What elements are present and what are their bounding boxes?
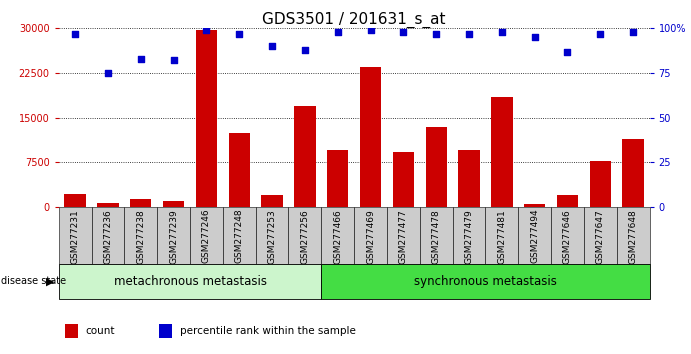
- Text: metachronous metastasis: metachronous metastasis: [113, 275, 267, 288]
- Point: [102, 70, 113, 76]
- Point: [398, 29, 409, 35]
- Title: GDS3501 / 201631_s_at: GDS3501 / 201631_s_at: [263, 12, 446, 28]
- FancyBboxPatch shape: [256, 207, 289, 264]
- Bar: [589, 161, 611, 207]
- Bar: [524, 204, 545, 207]
- Text: GSM277239: GSM277239: [169, 209, 178, 263]
- Bar: [392, 152, 414, 207]
- Point: [70, 31, 81, 36]
- FancyBboxPatch shape: [124, 207, 157, 264]
- FancyBboxPatch shape: [616, 207, 650, 264]
- Point: [332, 29, 343, 35]
- FancyBboxPatch shape: [584, 207, 616, 264]
- Text: GSM277236: GSM277236: [104, 209, 113, 263]
- Bar: [130, 199, 151, 207]
- Text: synchronous metastasis: synchronous metastasis: [414, 275, 557, 288]
- Text: GSM277477: GSM277477: [399, 209, 408, 263]
- Bar: [64, 194, 86, 207]
- Point: [627, 29, 638, 35]
- Point: [595, 31, 606, 36]
- Point: [201, 27, 212, 33]
- Bar: [557, 195, 578, 207]
- FancyBboxPatch shape: [59, 264, 321, 299]
- Bar: [458, 150, 480, 207]
- FancyBboxPatch shape: [91, 207, 124, 264]
- FancyBboxPatch shape: [551, 207, 584, 264]
- FancyBboxPatch shape: [354, 207, 387, 264]
- Text: GSM277256: GSM277256: [301, 209, 310, 263]
- FancyBboxPatch shape: [321, 207, 354, 264]
- Bar: [159, 324, 172, 338]
- Point: [299, 47, 310, 53]
- Point: [529, 34, 540, 40]
- Text: GSM277646: GSM277646: [563, 209, 572, 263]
- Point: [464, 31, 475, 36]
- FancyBboxPatch shape: [190, 207, 223, 264]
- Bar: [327, 150, 348, 207]
- Text: percentile rank within the sample: percentile rank within the sample: [180, 326, 356, 336]
- Text: GSM277238: GSM277238: [136, 209, 145, 263]
- Text: GSM277253: GSM277253: [267, 209, 276, 263]
- Point: [496, 29, 507, 35]
- Bar: [196, 29, 217, 207]
- Bar: [294, 106, 316, 207]
- FancyBboxPatch shape: [387, 207, 419, 264]
- FancyBboxPatch shape: [223, 207, 256, 264]
- FancyBboxPatch shape: [453, 207, 485, 264]
- Bar: [360, 67, 381, 207]
- Point: [267, 44, 278, 49]
- FancyBboxPatch shape: [289, 207, 321, 264]
- Text: GSM277478: GSM277478: [432, 209, 441, 263]
- FancyBboxPatch shape: [157, 207, 190, 264]
- Bar: [163, 200, 184, 207]
- FancyBboxPatch shape: [321, 264, 650, 299]
- Text: GSM277648: GSM277648: [629, 209, 638, 263]
- Text: GSM277246: GSM277246: [202, 209, 211, 263]
- Point: [365, 27, 376, 33]
- Text: GSM277469: GSM277469: [366, 209, 375, 263]
- Text: count: count: [85, 326, 115, 336]
- Bar: [261, 195, 283, 207]
- FancyBboxPatch shape: [419, 207, 453, 264]
- Text: GSM277481: GSM277481: [498, 209, 507, 263]
- Point: [562, 49, 573, 55]
- Text: GSM277231: GSM277231: [70, 209, 79, 263]
- Text: GSM277466: GSM277466: [333, 209, 342, 263]
- Point: [168, 58, 179, 63]
- Point: [430, 31, 442, 36]
- Bar: [623, 138, 644, 207]
- Text: GSM277494: GSM277494: [530, 209, 539, 263]
- Bar: [65, 324, 77, 338]
- Bar: [491, 97, 513, 207]
- Bar: [97, 203, 119, 207]
- Point: [135, 56, 146, 62]
- Text: GSM277479: GSM277479: [464, 209, 473, 263]
- Bar: [426, 127, 447, 207]
- Text: GSM277248: GSM277248: [235, 209, 244, 263]
- FancyBboxPatch shape: [59, 207, 91, 264]
- Text: disease state: disease state: [1, 276, 66, 286]
- FancyBboxPatch shape: [485, 207, 518, 264]
- Text: GSM277647: GSM277647: [596, 209, 605, 263]
- Point: [234, 31, 245, 36]
- Text: ▶: ▶: [46, 276, 55, 286]
- FancyBboxPatch shape: [518, 207, 551, 264]
- Bar: [229, 133, 250, 207]
